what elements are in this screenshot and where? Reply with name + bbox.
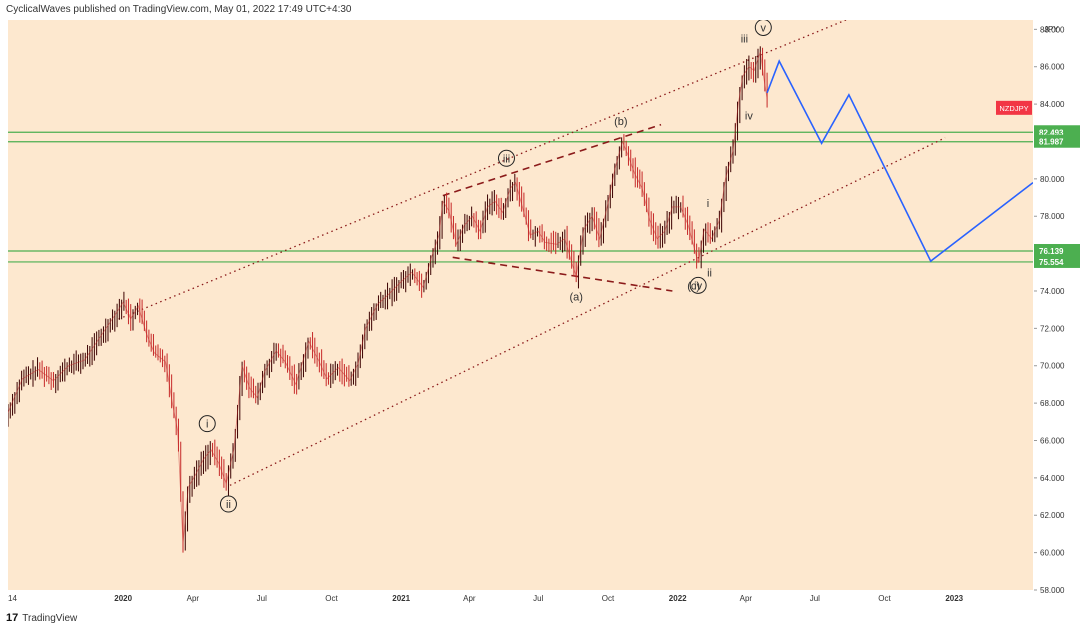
level-badge xyxy=(1034,134,1080,148)
price-axis-svg: 58.000 60.000 62.000 64.000 66.000 68.000 70.0… xyxy=(996,25,1080,595)
wave-label: i xyxy=(206,419,208,431)
wave-label-circle xyxy=(689,276,707,294)
y-tick-label: 70.000 xyxy=(1040,362,1065,371)
dotted-channel-line xyxy=(229,137,946,486)
time-axis-svg: 14 2020 Apr Jul Oct 2021 Apr Jul Oct 2022 Apr Jul Oc… xyxy=(8,594,964,603)
x-tick-label: 2022 xyxy=(669,594,687,603)
x-tick-label: Oct xyxy=(325,594,338,603)
dashed-trend-line xyxy=(452,256,673,292)
wave-projection-line xyxy=(766,59,1034,263)
currency-label: JPY xyxy=(1044,25,1059,34)
level-badge-label: 76.139 xyxy=(1039,247,1064,256)
wave-label: (b) xyxy=(614,116,627,128)
y-tick-label: 84.000 xyxy=(1040,100,1065,109)
wave-label: ii xyxy=(707,267,712,279)
x-tick-label: Oct xyxy=(602,594,615,603)
footer-brand-label: TradingView xyxy=(22,612,78,624)
wave-label: v xyxy=(761,22,767,34)
level-badge xyxy=(1034,244,1080,258)
y-tick-label: 68.000 xyxy=(1040,399,1065,408)
publish-header: CyclicalWaves published on TradingView.c… xyxy=(6,4,352,15)
y-tick-label: 74.000 xyxy=(1040,287,1065,296)
wave-label: iii xyxy=(503,153,510,165)
x-tick-label: 14 xyxy=(8,594,17,603)
wave-label: ii xyxy=(226,499,231,511)
wave-label: i xyxy=(707,198,709,210)
x-tick-label: Apr xyxy=(463,594,476,603)
price-axis[interactable]: 58.000 60.000 62.000 64.000 66.000 68.000 70.0… xyxy=(996,20,1080,595)
chart-plot-area[interactable]: i ii iii (a) (b) (c) iv i ii iii iv v xyxy=(7,10,1034,590)
symbol-badge-label: NZDJPY xyxy=(999,104,1028,113)
x-tick-label: 2023 xyxy=(945,594,963,603)
x-tick-label: Apr xyxy=(740,594,753,603)
footer-brand[interactable]: 17 TradingView xyxy=(6,612,77,624)
x-tick-label: 2021 xyxy=(392,594,410,603)
y-tick-label: 86.000 xyxy=(1040,63,1065,72)
y-tick-label: 66.000 xyxy=(1040,436,1065,445)
y-tick-label: 58.000 xyxy=(1040,586,1065,595)
y-tick-label: 88.000 xyxy=(1040,25,1065,34)
x-tick-label: Oct xyxy=(878,594,891,603)
wave-label: iv xyxy=(694,280,702,292)
x-tick-label: Jul xyxy=(257,594,267,603)
wave-label-circle xyxy=(754,18,772,36)
tradingview-logo-icon: 17 xyxy=(6,612,19,624)
x-tick-label: Jul xyxy=(533,594,543,603)
y-tick-label: 80.000 xyxy=(1040,175,1065,184)
x-tick-label: Jul xyxy=(810,594,820,603)
wave-label: iv xyxy=(745,110,753,122)
x-tick-label: Apr xyxy=(187,594,200,603)
y-tick-label: 72.000 xyxy=(1040,324,1065,333)
level-badge-label: 82.493 xyxy=(1039,128,1064,137)
y-tick-label: 60.000 xyxy=(1040,549,1065,558)
y-tick-label: 62.000 xyxy=(1040,511,1065,520)
price-bars xyxy=(7,46,768,553)
y-tick-label: 64.000 xyxy=(1040,474,1065,483)
wave-label-circle xyxy=(198,415,216,433)
level-badge-label: 81.987 xyxy=(1039,138,1064,147)
level-badge-label: 75.554 xyxy=(1039,258,1064,267)
level-badge xyxy=(1034,254,1080,268)
time-axis[interactable]: 14 2020 Apr Jul Oct 2021 Apr Jul Oct 2022 Apr Jul Oc… xyxy=(8,590,1033,606)
x-tick-label: 2020 xyxy=(114,594,132,603)
wave-label: (a) xyxy=(569,292,582,304)
wave-label-circle xyxy=(497,149,515,167)
symbol-badge xyxy=(996,100,1032,115)
wave-label: iii xyxy=(741,34,748,46)
dotted-channel-line xyxy=(118,10,869,320)
y-tick-label: 78.000 xyxy=(1040,212,1065,221)
wave-label-circle xyxy=(219,495,237,513)
dashed-trend-line xyxy=(442,123,662,197)
price-trace xyxy=(7,51,768,544)
